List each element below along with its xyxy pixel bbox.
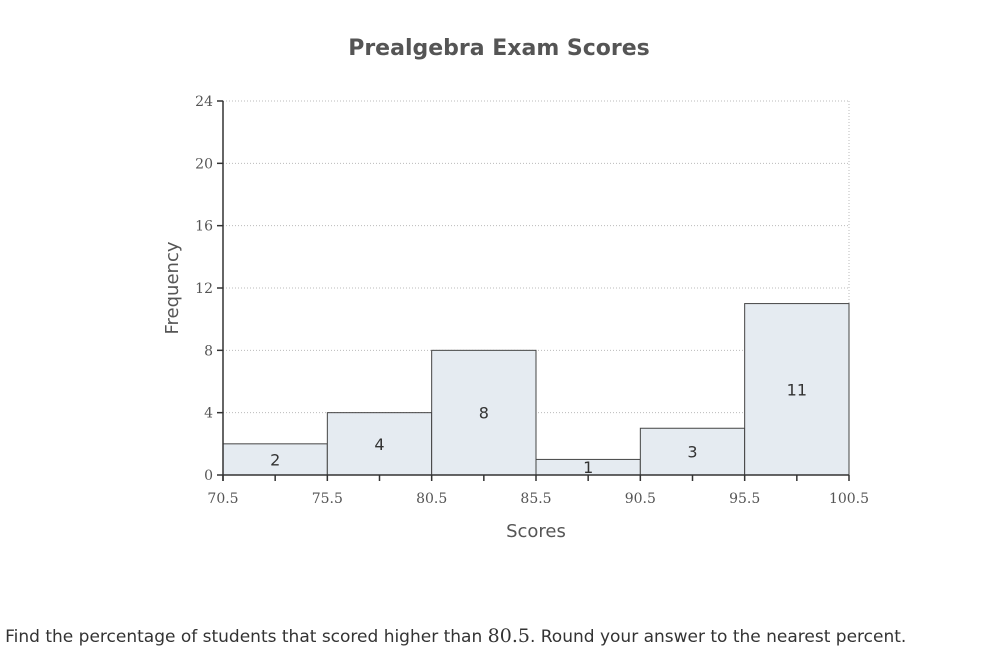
x-tick-label: 70.5 xyxy=(207,491,238,507)
chart-title: Prealgebra Exam Scores xyxy=(348,36,650,61)
bar-value-label: 3 xyxy=(687,443,697,462)
x-tick-label: 75.5 xyxy=(312,491,343,507)
y-tick-label: 0 xyxy=(204,468,213,484)
y-axis-label: Frequency xyxy=(162,241,183,334)
y-tick-label: 24 xyxy=(195,94,213,110)
bar-value-label: 11 xyxy=(787,380,807,399)
x-tick-label: 85.5 xyxy=(520,491,551,507)
bar-value-label: 2 xyxy=(270,450,280,469)
histogram-bar xyxy=(431,349,537,476)
y-tick-label: 8 xyxy=(204,343,213,359)
bar-value-label: 1 xyxy=(583,458,593,477)
y-tick-label: 4 xyxy=(204,406,213,422)
question-suffix: . Round your answer to the nearest perce… xyxy=(529,627,907,647)
bar-value-label: 8 xyxy=(479,404,489,423)
question-text: : Find the percentage of students that s… xyxy=(0,625,906,647)
x-tick-label: 90.5 xyxy=(625,491,656,507)
y-tick-label: 20 xyxy=(195,156,213,172)
histogram-bar xyxy=(744,303,850,476)
bar-value-label: 4 xyxy=(374,435,384,454)
x-tick-label: 95.5 xyxy=(729,491,760,507)
bars: 2 4 8 1 3 11 xyxy=(222,303,850,477)
x-tick-label: 80.5 xyxy=(416,491,447,507)
x-tick-label: 100.5 xyxy=(829,491,869,507)
y-tick-label: 12 xyxy=(195,281,213,297)
question-value: 80.5 xyxy=(487,625,530,647)
question-prefix: : Find the percentage of students that s… xyxy=(0,627,488,647)
x-axis-label: Scores xyxy=(506,521,566,542)
y-tick-label: 16 xyxy=(195,219,213,235)
